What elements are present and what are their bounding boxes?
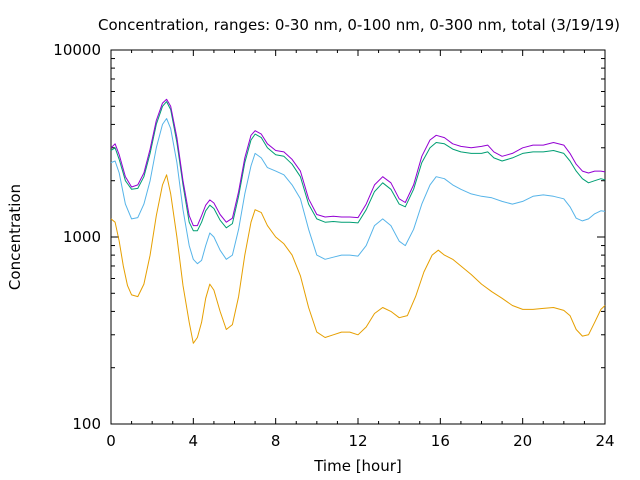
data-series [110,98,606,344]
series-line-3 [110,101,606,232]
y-tick-label: 1000 [63,228,101,246]
y-tick-label: 100 [72,415,101,433]
x-tick-label: 8 [271,432,281,450]
x-tick-label: 4 [189,432,199,450]
x-tick-label: 16 [431,432,450,450]
x-tick-label: 24 [595,432,614,450]
x-tick-label: 12 [348,432,367,450]
series-line-1 [110,174,606,344]
y-axis-label: Concentration [6,184,24,290]
y-tick-label: 10000 [53,41,101,59]
series-line-4 [110,98,606,227]
chart-title: Concentration, ranges: 0-30 nm, 0-100 nm… [98,16,620,34]
x-axis-label: Time [hour] [313,457,402,475]
x-tick-label: 20 [513,432,532,450]
axis-ticks: 0 4 8 12 16 20 24 100 1000 10000 [53,41,614,450]
x-tick-label: 0 [106,432,116,450]
plot-frame [110,49,606,425]
series-line-2 [110,118,606,265]
